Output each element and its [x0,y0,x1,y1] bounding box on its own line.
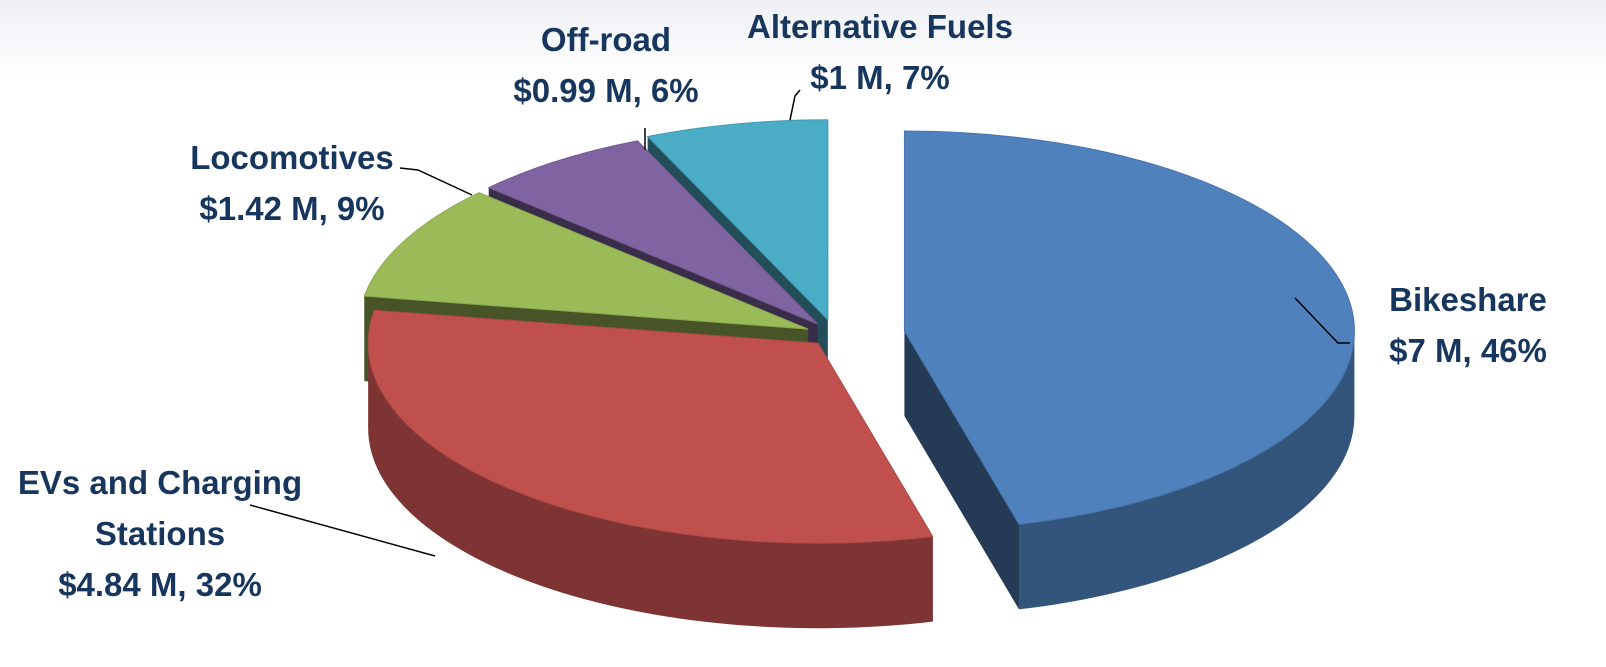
leader-line [399,167,473,196]
slice [646,119,829,321]
leader-line [1294,297,1350,344]
label-value: $1 M, 7% [810,59,950,96]
leader-line [249,504,436,557]
data-label: Alternative Fuels $1 M, 7% [720,1,1040,103]
data-label: Bikeshare $7 M, 46% [1340,274,1596,376]
data-label: EVs and Charging Stations $4.84 M, 32% [10,457,310,610]
label-value: $4.84 M, 32% [58,566,262,603]
label-name: EVs and Charging Stations [17,464,303,552]
slice-wall [904,331,1020,610]
label-value: $7 M, 46% [1389,332,1547,369]
label-name: Bikeshare [1389,281,1547,318]
label-name: Locomotives [190,139,394,176]
slice [367,309,934,544]
data-label: Off-road $0.99 M, 6% [486,14,726,116]
label-name: Alternative Fuels [747,8,1013,45]
slice-side [368,343,933,629]
slice-side [1019,331,1355,610]
slice [903,130,1355,525]
label-value: $0.99 M, 6% [513,72,699,109]
leader-line [789,89,801,121]
slice [363,192,809,330]
label-value: $1.42 M, 9% [199,190,385,227]
slice [487,140,819,325]
data-label: Locomotives $1.42 M, 9% [162,132,422,234]
label-name: Off-road [540,21,672,58]
